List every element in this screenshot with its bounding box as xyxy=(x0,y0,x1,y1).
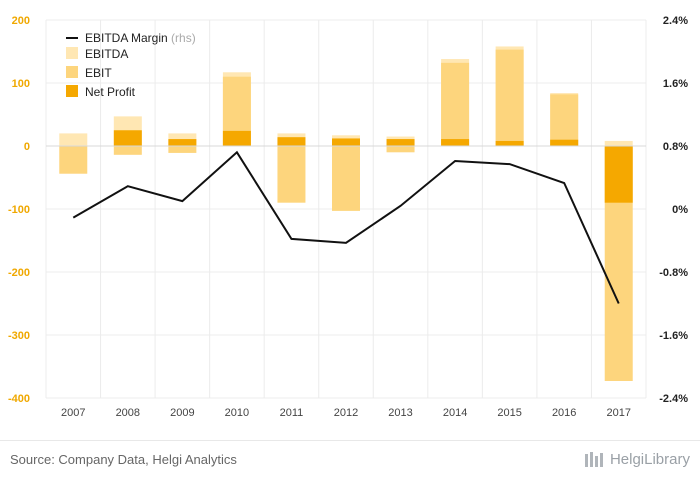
ebit-negative-bar xyxy=(332,146,360,211)
legend-swatch xyxy=(66,66,78,78)
net-profit-bar xyxy=(441,139,470,146)
legend-label: EBITDA xyxy=(85,47,128,61)
ebit-bar xyxy=(441,62,470,147)
net-profit-bar xyxy=(332,138,360,146)
ebitda-bar xyxy=(59,133,88,146)
net-profit-negative-bar xyxy=(604,146,633,203)
net-profit-bar xyxy=(550,139,579,146)
ebit-negative-bar xyxy=(113,146,142,155)
net-profit-bar xyxy=(113,130,142,146)
legend-label: EBIT xyxy=(85,66,112,80)
right-axis-tick-label: 2.4% xyxy=(663,15,688,27)
ebit-negative-bar xyxy=(168,146,197,153)
right-axis-tick-label: 1.6% xyxy=(663,78,688,90)
net-profit-bar xyxy=(495,140,524,146)
ebit-negative-bar xyxy=(59,146,88,174)
ebit-bar xyxy=(550,94,579,146)
left-axis-tick-label: -200 xyxy=(8,267,30,279)
category-label: 2014 xyxy=(443,407,467,419)
legend-swatch xyxy=(66,47,78,59)
category-label: 2016 xyxy=(552,407,576,419)
left-axis-tick-label: -100 xyxy=(8,204,30,216)
legend-margin-label: EBITDA Margin (rhs) xyxy=(85,31,196,45)
category-label: 2007 xyxy=(61,407,85,419)
left-axis-tick-label: -300 xyxy=(8,330,30,342)
net-profit-bar xyxy=(386,139,415,146)
logo-text: HelgiLibrary xyxy=(609,450,690,468)
category-label: 2017 xyxy=(606,407,630,419)
brand-logo[interactable]: HelgiLibrary xyxy=(584,450,690,468)
left-axis-tick-label: -400 xyxy=(8,393,30,405)
category-label: 2010 xyxy=(225,407,249,419)
source-note: Source: Company Data, Helgi Analytics xyxy=(10,452,237,467)
net-profit-bar xyxy=(168,139,197,146)
ebitda-bar xyxy=(604,140,633,146)
footer: Source: Company Data, Helgi Analytics He… xyxy=(0,440,700,483)
ebit-bar xyxy=(495,49,524,146)
category-label: 2013 xyxy=(388,407,412,419)
right-axis-tick-label: -0.8% xyxy=(659,267,688,279)
right-axis-tick-label: 0% xyxy=(672,204,688,216)
right-axis-tick-label: -1.6% xyxy=(659,330,688,342)
left-axis-tick-label: 0 xyxy=(24,141,30,153)
ebit-negative-bar xyxy=(277,146,306,203)
right-axis-tick-label: 0.8% xyxy=(663,141,688,153)
category-label: 2008 xyxy=(116,407,140,419)
category-label: 2012 xyxy=(334,407,358,419)
right-axis-tick-label: -2.4% xyxy=(659,393,688,405)
left-axis-tick-label: 100 xyxy=(12,78,30,90)
category-label: 2009 xyxy=(170,407,194,419)
ebit-negative-bar xyxy=(386,146,415,153)
bar-line-chart: 200 100 0 -100 -200 -300 -400 2.4% 1.6% 0.8% 0% -0.… xyxy=(8,15,688,419)
net-profit-bar xyxy=(277,137,306,146)
left-axis-tick-label: 200 xyxy=(12,15,30,27)
legend-label: Net Profit xyxy=(85,85,136,99)
library-icon xyxy=(584,452,603,467)
category-label: 2011 xyxy=(280,407,304,419)
net-profit-bar xyxy=(222,130,251,146)
legend-rhs-note: (rhs) xyxy=(171,31,196,45)
legend-swatch xyxy=(66,85,78,97)
category-label: 2015 xyxy=(497,407,521,419)
ebitda-margin-line xyxy=(72,150,620,304)
